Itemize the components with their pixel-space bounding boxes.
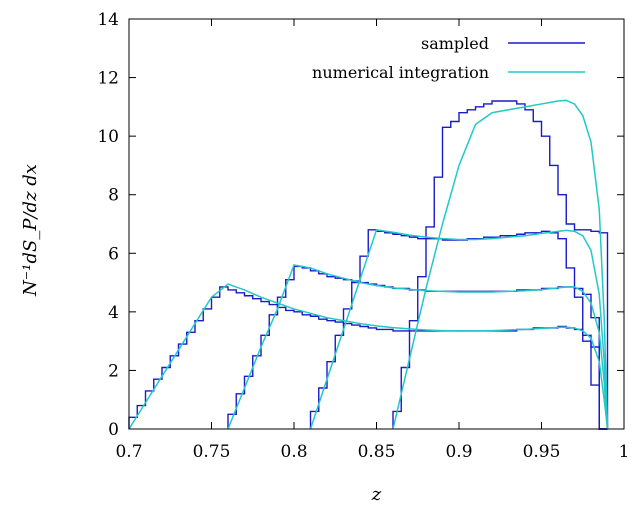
y-tick-label: 4 xyxy=(108,303,119,323)
legend: sampled numerical integration xyxy=(312,34,585,82)
x-tick-label: 0.75 xyxy=(193,442,231,462)
x-tick-label: 0.85 xyxy=(358,442,396,462)
y-tick-label: 2 xyxy=(108,361,119,381)
x-tick-label: 0.9 xyxy=(445,442,472,462)
y-tick-label: 12 xyxy=(97,69,119,89)
x-tick-label: 1 xyxy=(619,442,630,462)
x-tick-label: 0.95 xyxy=(523,442,561,462)
series-layer xyxy=(128,99,609,430)
legend-label-sampled: sampled xyxy=(421,34,489,53)
numerical-integration-curve-2 xyxy=(227,264,609,430)
x-tick-label: 0.7 xyxy=(115,442,142,462)
numerical-integration-curve-1 xyxy=(128,283,609,430)
sampled-curve-4 xyxy=(392,100,609,429)
legend-label-numerical-integration: numerical integration xyxy=(312,63,489,82)
y-tick-label: 14 xyxy=(97,10,119,30)
x-tick-label: 0.8 xyxy=(280,442,307,462)
y-tick-label: 10 xyxy=(97,127,119,147)
numerical-integration-curve-3 xyxy=(309,229,609,430)
sampled-curve-3 xyxy=(309,229,608,430)
y-tick-label: 6 xyxy=(108,244,119,264)
numerical-integration-curve-4 xyxy=(392,99,609,430)
x-axis-label: z xyxy=(371,484,382,505)
y-tick-label: 0 xyxy=(108,420,119,440)
y-axis-label: N⁻¹dS_P/dz dx xyxy=(20,164,41,297)
y-tick-label: 8 xyxy=(108,186,119,206)
sampled-curve-1 xyxy=(128,286,608,430)
